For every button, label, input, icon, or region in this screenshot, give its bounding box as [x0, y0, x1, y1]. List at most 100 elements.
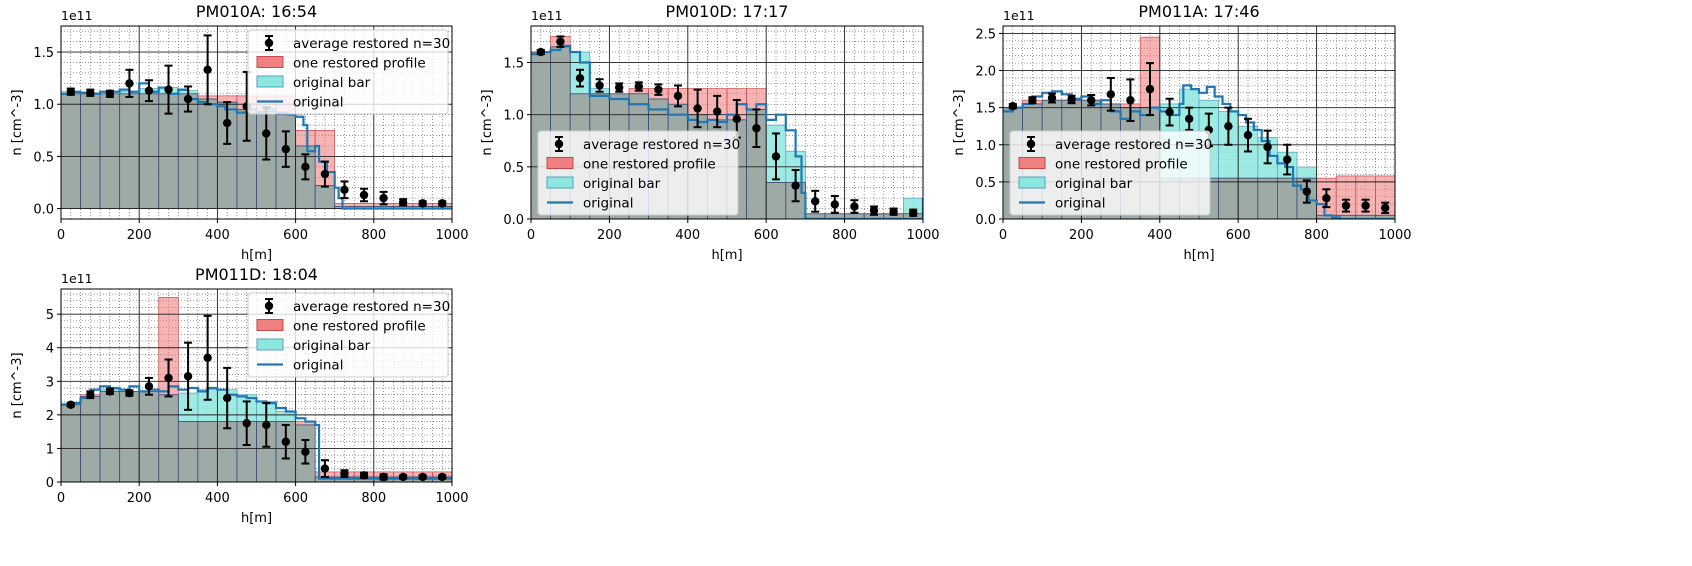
legend-box [247, 292, 449, 378]
average-marker [811, 197, 820, 206]
average-restored-point [66, 87, 75, 96]
legend-label: average restored n=30 [583, 137, 740, 153]
average-restored-point [398, 472, 408, 482]
average-restored-point [575, 68, 585, 88]
overlap-bar [216, 421, 238, 482]
x-axis-label: h[m] [711, 248, 742, 263]
average-restored-point [1008, 101, 1017, 111]
legend-original-bar-swatch [1018, 176, 1046, 189]
legend-label: original bar [293, 338, 371, 354]
average-marker [1067, 95, 1076, 104]
average-marker [536, 47, 545, 57]
legend-box [1009, 130, 1211, 216]
average-restored-point [1283, 143, 1292, 176]
average-marker [634, 82, 643, 91]
average-marker [66, 400, 75, 409]
x-tick-label: 1000 [1378, 228, 1411, 243]
average-marker [144, 382, 154, 391]
overlap-bar [119, 93, 140, 209]
average-restored-point [1028, 96, 1037, 105]
chart-title: PM011D: 18:04 [195, 265, 318, 284]
overlap-bar [1218, 177, 1239, 219]
average-marker [125, 388, 134, 398]
y-tick-label: 1.5 [33, 46, 54, 61]
average-marker [262, 420, 271, 430]
y-tick-label: 0.0 [975, 213, 996, 228]
average-restored-point [222, 101, 232, 145]
average-marker [654, 85, 663, 94]
average-marker [1341, 201, 1351, 210]
sci-multiplier: 1e11 [1003, 8, 1035, 23]
legend-label: one restored profile [293, 56, 426, 72]
average-marker [86, 390, 95, 399]
average-restored-point [556, 35, 565, 48]
chart-title: PM010A: 16:54 [196, 2, 317, 21]
average-marker [1165, 107, 1174, 117]
average-restored-point [203, 314, 212, 401]
average-restored-point [438, 199, 447, 208]
average-marker [183, 372, 193, 381]
x-tick-label: 400 [205, 491, 230, 506]
legend-restored-swatch [256, 56, 284, 68]
average-marker [340, 469, 349, 478]
average-marker [1028, 96, 1037, 105]
overlap-bar [99, 93, 121, 209]
overlap-bar [177, 421, 199, 482]
average-restored-point [1224, 106, 1233, 146]
average-restored-point [1341, 198, 1351, 213]
legend-label: average restored n=30 [1055, 137, 1212, 153]
average-marker [1361, 201, 1370, 210]
average-restored-point [144, 376, 154, 396]
x-tick-label: 400 [205, 228, 230, 243]
legend-box [537, 130, 739, 216]
average-restored-point [634, 81, 643, 92]
legend: average restored n=30 one restored profil… [537, 130, 740, 216]
average-marker [398, 472, 408, 482]
legend-label: original [1055, 196, 1105, 212]
x-tick-label: 200 [597, 228, 622, 243]
x-tick-label: 1000 [435, 491, 468, 506]
legend-restored-swatch [1018, 157, 1046, 169]
x-axis-label: h[m] [241, 248, 272, 263]
average-restored-point [105, 89, 115, 99]
chart-panel-pm010d: 0 200 400 600 800 1000 0.0 0.5 1.0 1.5 PM010D: 17:… [480, 2, 940, 263]
average-marker [105, 89, 115, 99]
average-marker [144, 86, 154, 95]
average-restored-point [1047, 92, 1057, 104]
y-axis-label: n [cm^-3] [480, 89, 495, 155]
y-tick-label: 5 [46, 308, 54, 323]
average-marker [359, 190, 369, 200]
average-restored-point [125, 68, 134, 98]
overlap-bar [765, 182, 787, 219]
x-axis-label: h[m] [1183, 248, 1214, 263]
average-restored-point [418, 472, 427, 482]
legend-box [247, 29, 449, 115]
average-restored-point [320, 160, 330, 188]
average-restored-point [791, 168, 800, 203]
overlap-bar [138, 390, 160, 482]
average-restored-point [379, 472, 388, 482]
overlap-bar [1375, 214, 1395, 219]
average-restored-point [752, 108, 761, 149]
y-axis-label: n [cm^-3] [952, 89, 967, 155]
y-tick-label: 1 [46, 442, 54, 457]
x-tick-label: 200 [127, 228, 152, 243]
overlap-bar [80, 396, 101, 482]
average-restored-point [86, 88, 95, 97]
average-marker [86, 88, 95, 97]
average-marker [203, 353, 212, 363]
average-marker [830, 200, 839, 209]
average-marker [222, 118, 232, 128]
legend-label: original [293, 95, 343, 111]
legend-label: original [293, 358, 343, 374]
axes-frame [60, 288, 453, 483]
average-restored-point [398, 198, 408, 207]
overlap-bar [80, 93, 101, 209]
average-restored-point [183, 85, 193, 113]
average-marker [1224, 122, 1233, 131]
axes-frame [530, 25, 924, 220]
average-marker [1302, 187, 1312, 196]
average-marker [1106, 90, 1116, 99]
legend-original-bar-swatch [256, 338, 284, 351]
average-marker [105, 387, 115, 396]
